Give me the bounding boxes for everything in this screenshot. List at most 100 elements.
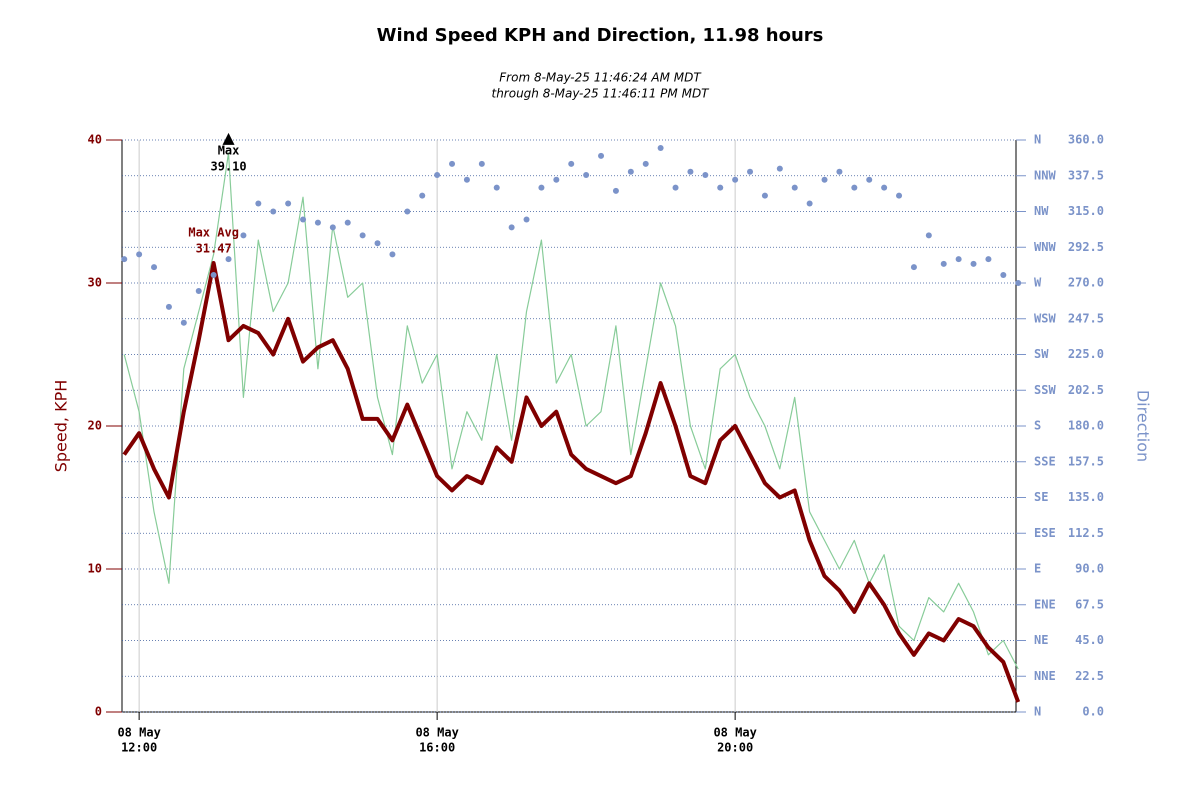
direction-dot xyxy=(523,216,530,223)
y2-tick-label: 135.0 xyxy=(1068,490,1104,504)
direction-dot xyxy=(821,176,828,183)
direction-dot xyxy=(761,192,768,199)
direction-dot xyxy=(851,184,858,191)
direction-dot xyxy=(478,160,485,167)
x-tick-label: 12:00 xyxy=(121,741,157,755)
y2-compass-label: S xyxy=(1034,419,1041,433)
y-tick-label: 0 xyxy=(95,705,102,719)
y2-tick-label: 0.0 xyxy=(1082,705,1104,719)
direction-dot xyxy=(657,144,664,151)
x-tick-label: 16:00 xyxy=(419,741,455,755)
direction-dot xyxy=(672,184,679,191)
x-tick-label: 20:00 xyxy=(717,741,753,755)
y2-tick-label: 292.5 xyxy=(1068,240,1104,254)
y2-compass-label: E xyxy=(1034,562,1041,576)
y2-compass-label: SSW xyxy=(1034,383,1056,397)
y-tick-label: 10 xyxy=(88,562,102,576)
y2-compass-label: ESE xyxy=(1034,526,1056,540)
annotation-value: 39.10 xyxy=(210,159,246,173)
direction-dot xyxy=(732,176,739,183)
y2-compass-label: NNE xyxy=(1034,669,1056,683)
y2-tick-label: 202.5 xyxy=(1068,383,1104,397)
direction-dot xyxy=(642,160,649,167)
direction-dot xyxy=(970,260,977,267)
subtitle: through 8-May-25 11:46:11 PM MDT xyxy=(491,87,710,101)
y2-tick-label: 67.5 xyxy=(1075,597,1104,611)
direction-dot xyxy=(1015,280,1022,286)
y-tick-label: 20 xyxy=(88,419,102,433)
direction-dot xyxy=(121,256,128,263)
subtitle: From 8-May-25 11:46:24 AM MDT xyxy=(499,71,702,85)
y2-tick-label: 337.5 xyxy=(1068,168,1104,182)
annotation-value: 31.47 xyxy=(196,241,232,255)
series-line xyxy=(122,261,1021,703)
direction-dot xyxy=(627,168,634,175)
y2-compass-label: NNW xyxy=(1034,168,1056,182)
direction-dot xyxy=(925,232,932,239)
y2-compass-label: SW xyxy=(1034,347,1049,361)
direction-dot xyxy=(329,224,336,231)
y2-tick-label: 90.0 xyxy=(1075,562,1104,576)
direction-dot xyxy=(165,303,172,310)
y-tick-label: 30 xyxy=(88,276,102,290)
y2-tick-label: 225.0 xyxy=(1068,347,1104,361)
y2-axis-label: Direction xyxy=(1134,390,1153,462)
x-tick-label: 08 May xyxy=(415,726,458,740)
direction-dot xyxy=(136,251,143,258)
direction-dot xyxy=(538,184,545,191)
y2-compass-label: WSW xyxy=(1034,311,1056,325)
series-line xyxy=(123,152,1019,670)
y2-tick-label: 22.5 xyxy=(1075,669,1104,683)
direction-dot xyxy=(434,171,441,178)
y-tick-label: 40 xyxy=(88,133,102,147)
direction-dot xyxy=(836,168,843,175)
y2-compass-label: SSE xyxy=(1034,454,1056,468)
direction-dot xyxy=(985,256,992,263)
direction-dot xyxy=(702,171,709,178)
y2-compass-label: N xyxy=(1034,705,1041,719)
y2-tick-label: 247.5 xyxy=(1068,311,1104,325)
y2-compass-label: NW xyxy=(1034,204,1049,218)
direction-dot xyxy=(493,184,500,191)
direction-dot xyxy=(881,184,888,191)
direction-dot xyxy=(747,168,754,175)
direction-dot xyxy=(255,200,262,207)
annotation-arrow xyxy=(222,132,235,145)
direction-dot xyxy=(1000,272,1007,279)
direction-dot xyxy=(776,165,783,172)
direction-dot xyxy=(419,192,426,199)
direction-dot xyxy=(583,171,590,178)
direction-dot xyxy=(463,176,470,183)
direction-dot xyxy=(180,319,187,326)
y2-compass-label: W xyxy=(1034,276,1042,290)
y2-compass-label: WNW xyxy=(1034,240,1056,254)
direction-dot xyxy=(508,224,515,231)
direction-dot xyxy=(910,264,917,271)
direction-dot xyxy=(389,251,396,258)
y2-tick-label: 180.0 xyxy=(1068,419,1104,433)
y2-tick-label: 157.5 xyxy=(1068,454,1104,468)
direction-dot xyxy=(151,264,158,271)
direction-dot xyxy=(344,219,351,226)
y2-compass-label: ENE xyxy=(1034,597,1056,611)
direction-dot xyxy=(270,208,277,215)
y-axis-label: Speed, KPH xyxy=(52,380,71,473)
direction-dot xyxy=(866,176,873,183)
direction-dot xyxy=(285,200,292,207)
annotation-label: Max Avg xyxy=(188,225,239,239)
direction-dot xyxy=(374,240,381,247)
y2-tick-label: 112.5 xyxy=(1068,526,1104,540)
direction-dot xyxy=(806,200,813,207)
direction-dot xyxy=(195,287,202,294)
y2-compass-label: SE xyxy=(1034,490,1048,504)
x-tick-label: 08 May xyxy=(117,726,160,740)
y2-compass-label: NE xyxy=(1034,633,1048,647)
direction-dot xyxy=(955,256,962,263)
y2-tick-label: 360.0 xyxy=(1068,133,1104,147)
y2-tick-label: 315.0 xyxy=(1068,204,1104,218)
direction-dot xyxy=(896,192,903,199)
direction-dot xyxy=(225,256,232,263)
direction-dot xyxy=(314,219,321,226)
direction-dot xyxy=(359,232,366,239)
